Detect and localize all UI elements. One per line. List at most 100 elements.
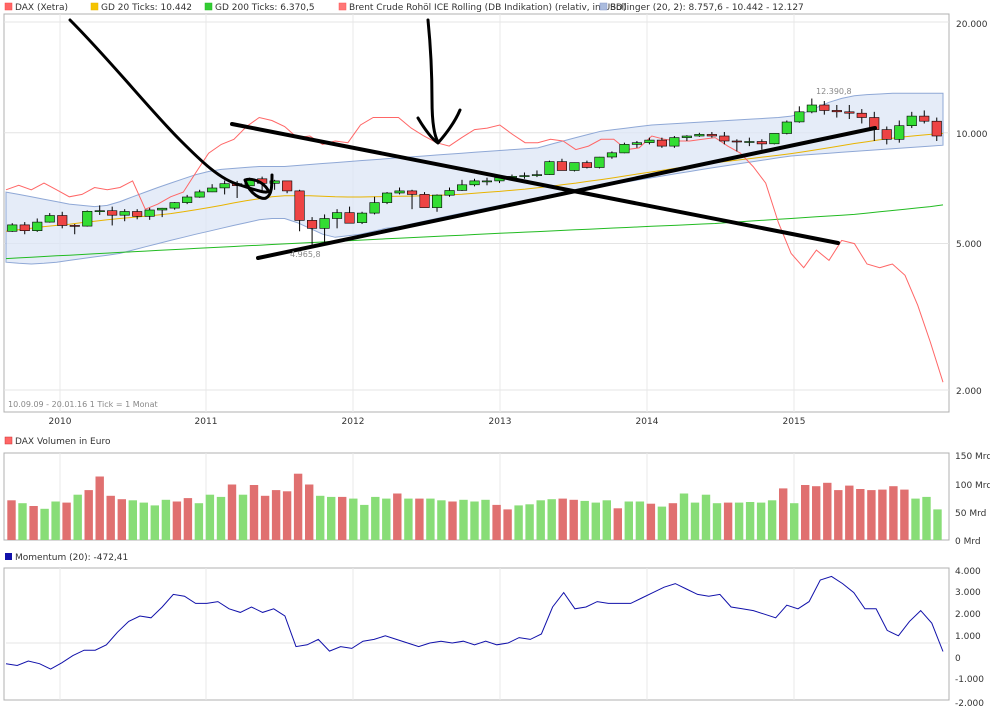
range-note: 10.09.09 - 20.01.16 1 Tick = 1 Monat xyxy=(8,400,158,409)
volume-bar xyxy=(767,500,777,540)
year-label: 2015 xyxy=(783,417,806,427)
volume-bar xyxy=(282,491,292,540)
candle-body xyxy=(731,140,742,143)
volume-bar xyxy=(139,502,148,540)
candle-body xyxy=(594,156,605,168)
volume-axis-label: 100 Mrd xyxy=(955,481,990,491)
volume-bar xyxy=(216,496,226,540)
volume-bar xyxy=(745,502,755,540)
legend-swatch xyxy=(90,2,99,11)
candle-body xyxy=(806,104,817,113)
momentum-axis-label: 0 xyxy=(955,654,961,664)
momentum-line xyxy=(5,575,949,670)
legend-momentum-label: Momentum (20): -472,41 xyxy=(15,553,128,563)
volume-bar xyxy=(712,503,722,540)
candle-body xyxy=(644,139,655,143)
candle-body xyxy=(269,180,280,184)
volume-bar xyxy=(801,485,810,540)
candle-body xyxy=(919,115,930,122)
candle-body xyxy=(856,112,867,118)
volume-bar xyxy=(194,503,204,540)
candle-body xyxy=(194,191,205,198)
candle-body xyxy=(7,224,18,232)
momentum-axis-label: 3.000 xyxy=(955,588,981,598)
volume-bar xyxy=(338,496,347,540)
volume-bar xyxy=(779,488,788,540)
candle-body xyxy=(456,184,468,191)
volume-bar xyxy=(316,495,325,540)
candle-body xyxy=(369,202,380,214)
volume-bar xyxy=(360,504,369,540)
volume-bar xyxy=(503,509,512,540)
volume-bar xyxy=(371,496,380,540)
candle-body xyxy=(169,202,180,209)
legend-swatch xyxy=(599,2,608,11)
volume-bar xyxy=(889,486,898,540)
volume-bar xyxy=(426,498,435,540)
volume-bar xyxy=(327,496,336,540)
volume-bar xyxy=(657,506,667,540)
volume-bar xyxy=(602,500,611,540)
annotation-low: 4.965,8 xyxy=(290,250,321,259)
volume-bar xyxy=(867,490,876,540)
momentum-axis-label: 1.000 xyxy=(955,632,981,642)
volume-bar xyxy=(569,499,578,540)
volume-bar xyxy=(415,498,424,540)
drawn-support-line xyxy=(256,126,877,260)
volume-bar xyxy=(150,505,159,540)
candle-body xyxy=(781,121,792,134)
candle-body xyxy=(444,190,455,196)
candle-body xyxy=(431,194,443,208)
volume-bar xyxy=(514,505,523,540)
legend-momentum-swatch xyxy=(5,553,12,560)
candle-body xyxy=(906,115,917,126)
volume-axis-label: 0 Mrd xyxy=(955,537,981,547)
volume-bar xyxy=(701,494,711,540)
volume-bar xyxy=(734,502,744,540)
momentum-axis-label: 2.000 xyxy=(955,610,981,620)
volume-bar xyxy=(128,500,137,540)
price-axis-label: 20.000 xyxy=(956,20,988,30)
volume-bar xyxy=(558,498,567,540)
gd200-line xyxy=(5,204,944,260)
candle-body xyxy=(219,183,230,189)
volume-bar xyxy=(84,490,93,540)
year-label: 2011 xyxy=(195,417,218,427)
volume-bar xyxy=(470,501,479,540)
volume-bar xyxy=(18,503,27,540)
year-label: 2012 xyxy=(342,417,365,427)
volume-bar xyxy=(95,476,104,540)
volume-bar xyxy=(293,473,303,540)
candle-body xyxy=(32,221,43,232)
volume-bar xyxy=(591,502,600,540)
candle-body xyxy=(556,161,568,171)
drawn-resistance-line xyxy=(230,122,840,245)
momentum-axis-label: 4.000 xyxy=(955,567,981,577)
brent-line xyxy=(5,116,944,383)
volume-axis-label: 50 Mrd xyxy=(955,509,986,519)
volume-axis-label: 150 Mrd xyxy=(955,452,990,462)
candle-body xyxy=(744,141,755,143)
candle-body xyxy=(669,137,680,147)
candle-body xyxy=(319,218,330,229)
volume-bar xyxy=(73,494,82,540)
volume-bar xyxy=(382,498,391,540)
candle-body xyxy=(44,215,55,223)
candle-body xyxy=(132,211,143,217)
candle-body xyxy=(569,162,580,171)
volume-bar xyxy=(536,500,545,540)
volume-bar xyxy=(459,499,468,540)
volume-bar xyxy=(205,494,215,540)
candle-body xyxy=(381,192,393,203)
candle-body xyxy=(581,162,593,168)
candle-body xyxy=(344,212,355,224)
volume-bar xyxy=(878,489,887,540)
volume-bar xyxy=(624,501,633,540)
candle-body xyxy=(207,187,218,193)
volume-bar xyxy=(812,486,821,540)
candle-body xyxy=(756,141,767,145)
volume-bar xyxy=(305,484,314,540)
legend-label: DAX (Xetra) xyxy=(15,3,68,13)
volume-bar xyxy=(856,489,865,540)
